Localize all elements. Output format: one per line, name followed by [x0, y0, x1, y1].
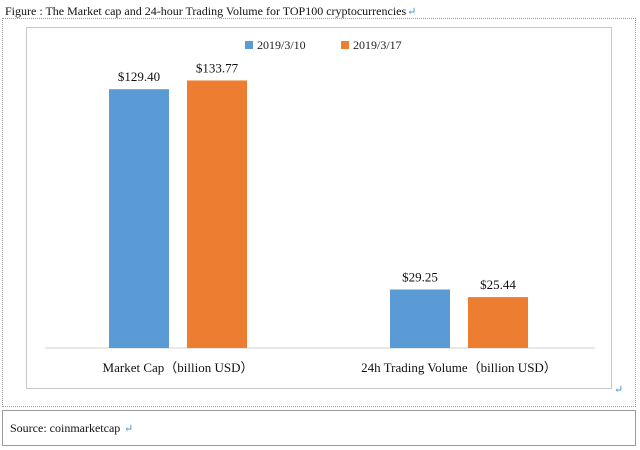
data-label: $29.25: [402, 270, 438, 285]
data-label: $133.77: [196, 60, 239, 75]
chart-area: 2019/3/10 2019/3/17 $129.40 $133.77 Market C…: [26, 27, 612, 389]
category-label: Market Cap（billion USD）: [103, 360, 254, 375]
bar-chart: 2019/3/10 2019/3/17 $129.40 $133.77 Market C…: [45, 38, 595, 375]
source-text: Source: coinmarketcap: [10, 421, 121, 435]
bar: [187, 80, 247, 349]
legend-label: 2019/3/17: [353, 38, 402, 52]
bar: [109, 89, 169, 348]
legend-label: 2019/3/10: [257, 38, 306, 52]
data-label: $129.40: [118, 69, 160, 84]
bar: [468, 297, 528, 348]
category-label: 24h Trading Volume（billion USD）: [361, 360, 557, 375]
legend-swatch: [341, 41, 349, 49]
paragraph-return-icon: ↵: [407, 6, 417, 18]
source-note: Source: coinmarketcap ↵: [2, 410, 636, 446]
figure-frame: [2, 18, 636, 407]
figure-caption-text: Figure : The Market cap and 24-hour Trad…: [5, 4, 407, 18]
data-label: $25.44: [480, 277, 516, 292]
bar: [390, 289, 450, 348]
paragraph-return-icon: ↵: [121, 423, 134, 435]
figure-caption: Figure : The Market cap and 24-hour Trad…: [5, 4, 416, 19]
legend-swatch: [245, 41, 253, 49]
paragraph-return-icon: ↵: [614, 384, 624, 396]
